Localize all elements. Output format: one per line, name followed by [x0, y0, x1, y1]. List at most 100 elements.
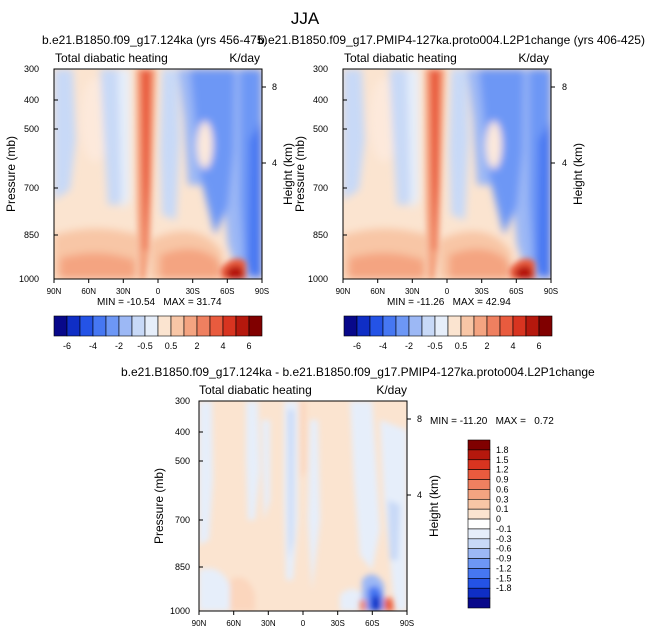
panel-c-xtick-90s: 90S	[400, 619, 414, 628]
colorbar-c-swatch	[467, 508, 491, 520]
colorbar-b-swatch	[343, 315, 358, 337]
panel-b-xtick-60s: 60S	[509, 287, 523, 296]
colorbar-c-label: 1.5	[496, 455, 509, 465]
colorbar-b-label: -0.5	[427, 341, 443, 351]
panel-c-rtick-8: 8	[417, 414, 422, 424]
colorbar-b-swatch	[356, 315, 371, 337]
colorbar-a-swatch	[79, 315, 94, 337]
panel-b-subtitle-left: Total diabatic heating	[344, 51, 457, 65]
panel-a-rtick-4: 4	[272, 158, 277, 168]
panel-b-xtick-0: 0	[445, 287, 450, 296]
panel-c-ylabel: Pressure (mb)	[152, 468, 166, 544]
panel-c-xtick-30s: 30S	[331, 619, 345, 628]
colorbar-b-label: 4	[510, 341, 515, 351]
colorbar-b-swatch	[486, 315, 501, 337]
panel-c-xtick-90n: 90N	[192, 619, 207, 628]
panel-a-subtitle-right: K/day	[229, 51, 260, 65]
panel-c-ylabel-right: Height (km)	[427, 475, 441, 537]
panel-b-ytick-700: 700	[313, 183, 328, 193]
panel-a: b.e21.B1850.f09_g17.124ka (yrs 456-475) …	[4, 33, 295, 308]
colorbar-c-swatch	[467, 528, 491, 540]
panel-a-field	[54, 69, 262, 279]
panel-b-rtick-8: 8	[562, 82, 567, 92]
colorbar-a-label: 0.5	[165, 341, 178, 351]
colorbar-c-label: -0.3	[496, 534, 512, 544]
panel-a-title: b.e21.B1850.f09_g17.124ka (yrs 456-475)	[42, 33, 268, 47]
panel-a-stats: MIN = -10.54 MAX = 31.74	[97, 297, 222, 308]
colorbar-b-swatch	[512, 315, 527, 337]
colorbar-b-label: -2	[405, 341, 413, 351]
panel-a-xtick-30s: 30S	[186, 287, 200, 296]
colorbar-c-swatch	[467, 548, 491, 559]
colorbar-c-swatch	[467, 439, 491, 451]
colorbar-c-swatch	[467, 587, 491, 599]
colorbar-c-label: -0.1	[496, 524, 512, 534]
colorbar-b-swatch	[382, 315, 397, 337]
panel-a-ytick-300: 300	[24, 64, 39, 74]
colorbar-b-swatch	[421, 315, 436, 337]
colorbar-a-swatch	[157, 315, 172, 337]
colorbar-b-swatch	[447, 315, 462, 337]
panel-a-xtick-60n: 60N	[81, 287, 96, 296]
colorbar-c-label: 1.8	[496, 445, 509, 455]
colorbar-a-swatch	[222, 315, 237, 337]
colorbar-b-swatch	[408, 315, 423, 337]
colorbar-b-swatch	[525, 315, 540, 337]
panel-a-xtick-60s: 60S	[220, 287, 234, 296]
colorbar-a-swatch	[170, 315, 185, 337]
colorbar-a-label: -0.5	[137, 341, 153, 351]
colorbar-b-swatch	[499, 315, 514, 337]
panel-a-rtick-8: 8	[272, 82, 277, 92]
colorbar-a-swatch	[235, 315, 250, 337]
colorbar-c-swatch	[467, 459, 491, 470]
panel-a-ytick-1000: 1000	[19, 274, 39, 284]
colorbar-b-label: 6	[536, 341, 541, 351]
colorbar-c-swatch	[467, 479, 491, 490]
panel-c-subtitle-left: Total diabatic heating	[199, 383, 312, 397]
panel-a-xtick-90n: 90N	[47, 287, 62, 296]
panel-b-rtick-4: 4	[562, 158, 567, 168]
colorbar-b-swatch	[460, 315, 475, 337]
panel-b-ytick-850: 850	[313, 230, 328, 240]
panel-b-ytick-1000: 1000	[308, 274, 328, 284]
panel-c-xtick-0: 0	[301, 619, 306, 628]
colorbar-a: -6 -4 -2 -0.5 0.5 2 4 6	[53, 315, 263, 351]
colorbar-b: -6 -4 -2 -0.5 0.5 2 4 6	[343, 315, 553, 351]
panel-a-ytick-850: 850	[24, 230, 39, 240]
colorbar-c-swatch	[467, 578, 491, 589]
panel-b-ytick-500: 500	[313, 124, 328, 134]
colorbar-c-swatch	[467, 489, 491, 500]
colorbar-a-swatch	[248, 315, 263, 337]
panel-a-xtick-30n: 30N	[116, 287, 131, 296]
panel-c-title: b.e21.B1850.f09_g17.124ka - b.e21.B1850.…	[121, 365, 595, 379]
panel-b-xtick-30n: 30N	[405, 287, 420, 296]
colorbar-c-label: -1.8	[496, 583, 512, 593]
panel-a-ylabel: Pressure (mb)	[4, 136, 18, 212]
colorbar-a-swatch	[196, 315, 211, 337]
colorbar-a-swatch	[92, 315, 107, 337]
panel-c-ytick-400: 400	[175, 427, 190, 437]
colorbar-b-swatch	[538, 315, 553, 337]
panel-c: b.e21.B1850.f09_g17.124ka - b.e21.B1850.…	[121, 365, 595, 628]
colorbar-a-swatch	[209, 315, 224, 337]
panel-c-ytick-700: 700	[175, 515, 190, 525]
panel-a-y-ticks	[54, 68, 58, 280]
colorbar-a-swatch	[131, 315, 146, 337]
colorbar-c-swatch	[467, 518, 491, 530]
colorbar-c-label: 0.6	[496, 484, 509, 494]
colorbar-b-label: 0.5	[455, 341, 468, 351]
colorbar-c-swatch	[467, 449, 491, 461]
colorbar-c: 1.81.51.20.90.60.30.10-0.1-0.3-0.6-0.9-1…	[467, 439, 512, 609]
panel-a-ytick-400: 400	[24, 95, 39, 105]
panel-b-ytick-300: 300	[313, 64, 328, 74]
colorbar-a-label: -6	[63, 341, 71, 351]
panel-b-ytick-400: 400	[313, 95, 328, 105]
panel-c-xtick-60n: 60N	[226, 619, 241, 628]
colorbar-c-swatch	[467, 568, 491, 579]
colorbar-a-swatch	[105, 315, 120, 337]
colorbar-c-label: 1.2	[496, 465, 509, 475]
panel-b-stats: MIN = -11.26 MAX = 42.94	[387, 297, 511, 308]
panel-a-ytick-700: 700	[24, 183, 39, 193]
colorbar-c-label: -0.9	[496, 554, 512, 564]
